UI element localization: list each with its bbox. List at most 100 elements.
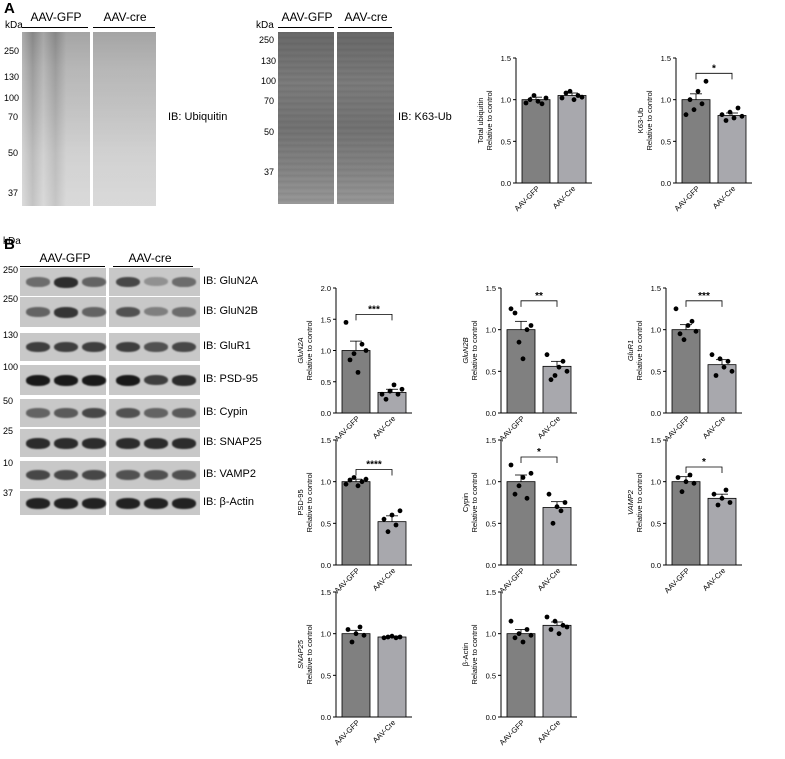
- blot-band: [144, 375, 168, 386]
- blot-strip: [20, 461, 200, 489]
- blot-band: [116, 470, 140, 481]
- y-tick-label: 1.0: [321, 630, 331, 639]
- blot-band: [26, 307, 50, 317]
- y-tick-label: 0.0: [651, 561, 661, 570]
- data-point: [361, 632, 367, 638]
- data-point: [508, 618, 514, 624]
- data-point: [381, 635, 387, 641]
- y-axis-label: Total ubiquitinRelative to control: [476, 90, 494, 150]
- blot-band: [172, 498, 196, 509]
- data-point: [562, 500, 568, 505]
- y-tick-label: 0.5: [661, 137, 671, 146]
- marker-label: 37: [8, 188, 19, 198]
- condition-label-cre: AAV-cre: [128, 251, 172, 265]
- data-point: [683, 112, 689, 118]
- data-point: [531, 93, 537, 98]
- blot-band: [26, 342, 50, 353]
- y-axis-label-line: Relative to control: [305, 472, 314, 532]
- data-point: [359, 341, 365, 347]
- data-point: [711, 491, 717, 497]
- condition-label-gfp: AAV-GFP: [30, 10, 82, 24]
- blot-band: [82, 470, 106, 481]
- blot-band: [116, 307, 140, 318]
- data-point: [385, 634, 391, 640]
- data-point: [550, 520, 556, 526]
- y-axis-label: GluN2ARelative to control: [296, 320, 314, 380]
- bar: [707, 497, 737, 566]
- data-point: [508, 462, 514, 468]
- marker-label: 250: [3, 294, 19, 304]
- y-axis-label-line: Relative to control: [470, 624, 479, 684]
- bar: [681, 99, 711, 184]
- significance-bracket: [520, 300, 558, 307]
- blot-band: [82, 375, 106, 386]
- significance-label: *: [537, 447, 541, 458]
- data-point: [719, 112, 725, 118]
- data-point: [560, 358, 566, 364]
- ib-label: IB: GluN2A: [203, 275, 259, 287]
- x-tick-label: AAV-GFP: [512, 184, 541, 213]
- ib-label: IB: SNAP25: [203, 436, 262, 448]
- data-point: [528, 323, 534, 328]
- y-axis-label-line: PSD-95: [296, 489, 305, 515]
- data-point: [389, 512, 395, 518]
- x-tick-label: AAV-GFP: [332, 718, 361, 747]
- blot-band: [54, 470, 78, 481]
- data-point: [552, 618, 558, 624]
- data-point: [687, 97, 693, 103]
- blot-band: [54, 438, 78, 449]
- bar-chart: 0.0 0.5 1.0 1.5 K63-UbRelative to control AAV…: [636, 54, 752, 213]
- data-point: [516, 631, 522, 637]
- marker-label: 70: [264, 96, 275, 106]
- bar: [542, 365, 572, 414]
- bar: [341, 350, 371, 414]
- data-point: [516, 483, 522, 489]
- data-point: [731, 115, 737, 121]
- blot-band: [82, 307, 106, 317]
- data-point: [391, 382, 397, 388]
- y-axis-label-line: Relative to control: [470, 320, 479, 380]
- ib-label: IB: VAMP2: [203, 468, 256, 480]
- data-point: [693, 328, 699, 334]
- data-point: [564, 368, 570, 374]
- data-point: [535, 98, 541, 104]
- data-point: [563, 90, 569, 96]
- data-point: [544, 352, 550, 358]
- y-axis-label-line: Relative to control: [305, 320, 314, 380]
- y-tick-label: 0.0: [486, 409, 496, 418]
- data-point: [385, 529, 391, 535]
- data-point: [559, 95, 565, 101]
- data-point: [353, 631, 359, 637]
- y-tick-label: 1.5: [486, 588, 496, 597]
- bar: [377, 521, 407, 566]
- data-point: [546, 491, 552, 497]
- y-tick-label: 1.5: [321, 588, 331, 597]
- blot-band: [54, 408, 78, 418]
- blot-band: [54, 307, 78, 318]
- significance-label: ****: [366, 460, 382, 471]
- x-tick-label: AAV-GFP: [497, 718, 526, 747]
- marker-label: 100: [4, 93, 20, 103]
- y-axis-label-line: Relative to control: [305, 624, 314, 684]
- significance-bracket: [355, 313, 393, 321]
- significance-bracket: [355, 469, 393, 476]
- data-point: [739, 113, 745, 119]
- y-tick-label: 1.0: [651, 478, 661, 487]
- y-tick-label: 0.0: [486, 561, 496, 570]
- data-point: [677, 331, 683, 337]
- data-point: [556, 364, 562, 370]
- data-point: [703, 78, 709, 84]
- ib-label: IB: β-Actin: [203, 496, 254, 508]
- blot-band: [116, 438, 140, 449]
- blot-band: [172, 307, 196, 317]
- y-tick-label: 1.5: [486, 436, 496, 445]
- data-point: [729, 368, 735, 374]
- blot-strip: [20, 491, 200, 515]
- data-point: [699, 101, 705, 107]
- marker-label: 250: [4, 46, 20, 56]
- panel-a-letter: A: [4, 0, 15, 17]
- bar: [377, 636, 407, 718]
- ib-k63-ub-label: IB: K63-Ub: [398, 111, 452, 123]
- data-point: [685, 323, 691, 328]
